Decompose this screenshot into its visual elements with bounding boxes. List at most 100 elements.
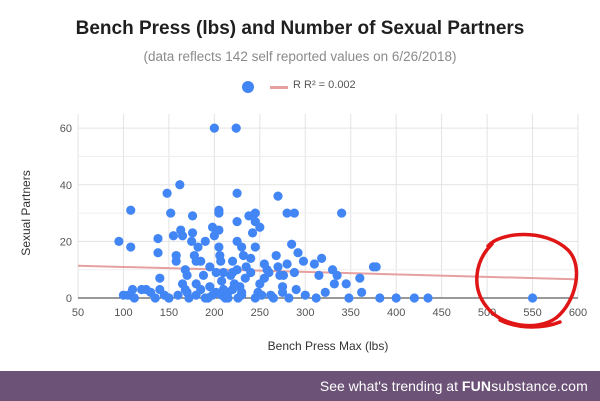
data-point xyxy=(205,282,215,292)
data-point xyxy=(289,267,299,278)
data-point xyxy=(211,267,221,278)
legend-trendline-swatch xyxy=(270,86,288,89)
data-point xyxy=(311,293,321,303)
y-tick-label: 60 xyxy=(60,123,72,135)
data-point xyxy=(187,211,198,221)
data-point xyxy=(282,208,292,218)
data-point xyxy=(293,248,303,258)
x-tick-label: 250 xyxy=(251,307,269,319)
data-point xyxy=(268,293,279,303)
data-point xyxy=(237,242,247,252)
data-point xyxy=(182,270,192,280)
data-point xyxy=(164,293,174,303)
data-point xyxy=(375,293,385,303)
data-point xyxy=(527,293,538,303)
chart-title: Bench Press (lbs) and Number of Sexual P… xyxy=(75,18,525,39)
data-point xyxy=(218,267,229,278)
x-tick-label: 50 xyxy=(72,307,84,319)
grid-lines xyxy=(77,114,579,299)
data-points xyxy=(114,123,538,303)
data-point xyxy=(291,284,301,295)
chart-subtitle: (data reflects 142 self reported values … xyxy=(143,49,457,64)
data-point xyxy=(126,242,136,252)
data-point xyxy=(205,262,215,272)
data-point xyxy=(231,123,241,133)
data-point xyxy=(240,273,250,283)
data-point xyxy=(193,242,203,252)
x-tick-label: 450 xyxy=(432,307,450,319)
x-tick-label: 300 xyxy=(296,307,314,319)
data-point xyxy=(187,228,198,238)
data-point xyxy=(126,205,136,215)
data-point xyxy=(371,262,381,272)
data-point xyxy=(355,273,365,283)
data-point xyxy=(187,236,197,246)
data-point xyxy=(257,290,267,300)
data-point xyxy=(320,287,330,297)
x-tick-label: 550 xyxy=(523,307,541,319)
data-point xyxy=(332,270,342,280)
footer-text-prefix: See what's trending at xyxy=(319,378,462,394)
footer-brand-bold: FUN xyxy=(461,378,492,394)
data-point xyxy=(214,225,224,235)
data-point xyxy=(278,270,289,280)
data-point xyxy=(317,253,327,263)
data-point xyxy=(282,259,292,269)
axis-tick-labels: 50 100 150 200 250 300 350 400 450 500 550 600 0 20 40… xyxy=(60,123,587,319)
data-point xyxy=(196,284,206,295)
data-point xyxy=(191,256,201,266)
data-point xyxy=(357,287,367,297)
legend-series-marker xyxy=(242,81,254,93)
footer-brand-thin: substance xyxy=(491,378,557,394)
data-point xyxy=(250,242,260,252)
x-tick-label: 200 xyxy=(205,307,223,319)
footer-bar[interactable]: See what's trending at FUNsubstance.com xyxy=(0,371,600,401)
data-point xyxy=(155,273,165,283)
legend-trendline-label: R R² = 0.002 xyxy=(293,79,356,91)
data-point xyxy=(237,290,247,300)
data-point xyxy=(203,293,213,303)
annotation-layer xyxy=(475,232,579,329)
data-point xyxy=(341,279,351,289)
footer-brand-tail: .com xyxy=(556,378,588,394)
data-point xyxy=(287,239,297,249)
data-point xyxy=(227,267,238,278)
data-point xyxy=(284,293,294,303)
x-tick-label: 350 xyxy=(342,307,360,319)
data-point xyxy=(273,191,283,201)
data-point xyxy=(209,123,219,133)
chart-legend: R R² = 0.002 xyxy=(0,79,600,95)
x-axis-label: Bench Press Max (lbs) xyxy=(268,339,389,353)
scatter-chart: 50 100 150 200 250 300 350 400 450 500 550 600 0 20 40… xyxy=(19,114,587,353)
data-point xyxy=(168,231,179,241)
y-tick-label: 0 xyxy=(66,293,72,305)
data-point xyxy=(153,233,163,244)
data-point xyxy=(344,293,354,303)
data-point xyxy=(247,228,258,238)
data-point xyxy=(255,222,265,232)
footer-trending-text[interactable]: See what's trending at FUNsubstance.com xyxy=(320,378,588,394)
data-point xyxy=(289,208,299,218)
data-point xyxy=(391,293,401,303)
data-point xyxy=(309,259,319,269)
data-point xyxy=(300,290,310,300)
x-tick-label: 150 xyxy=(160,307,178,319)
data-point xyxy=(337,208,347,218)
data-point xyxy=(246,267,256,278)
data-point xyxy=(271,250,281,261)
data-point xyxy=(232,216,242,227)
y-tick-label: 20 xyxy=(60,236,72,248)
y-tick-label: 40 xyxy=(60,180,72,192)
data-point xyxy=(175,180,185,190)
trendline xyxy=(77,264,579,281)
data-point xyxy=(171,256,181,266)
data-point xyxy=(162,188,172,198)
data-point xyxy=(255,279,265,289)
data-point xyxy=(250,208,260,218)
data-point xyxy=(273,262,283,272)
x-tick-label: 500 xyxy=(478,307,496,319)
footer-brand-logo[interactable]: FUNsubstance.com xyxy=(462,378,588,394)
data-point xyxy=(150,293,160,303)
x-tick-label: 100 xyxy=(114,307,132,319)
data-point xyxy=(177,231,188,241)
